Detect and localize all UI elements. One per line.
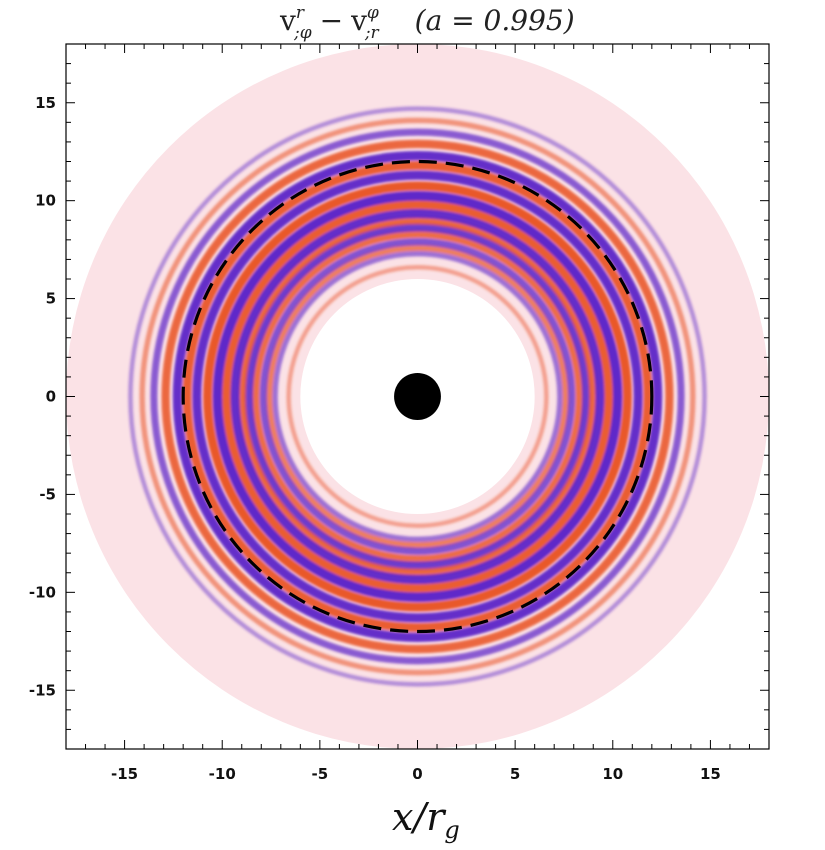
title-term2-base: v [350,4,367,37]
y-tick-label: 15 [35,94,56,112]
field-band [221,200,614,593]
y-tick-labels: 15 10 5 0 -5 -10 -15 [29,94,56,700]
x-tick-labels: -15 -10 -5 0 5 10 15 [111,765,721,783]
y-tick-label: 0 [46,388,56,406]
x-tick-label: 15 [700,765,721,783]
field-band [192,170,643,623]
title-minus: − [320,4,343,37]
field-band [161,139,674,654]
field-band [139,117,696,676]
title-term2-sup: φ [367,3,379,23]
y-tick-label: -15 [29,681,56,699]
x-tick-label: 5 [510,765,520,783]
field-band [286,265,549,528]
field-band [203,181,632,612]
black-hole [394,373,441,420]
title-term2-sub: ;r [364,23,380,43]
x-tick-label: 0 [412,765,422,783]
title-term1-sup: r [296,3,305,23]
y-tick-label: -5 [39,485,56,503]
x-tick-label: 10 [602,765,623,783]
x-axis-label-sub: g [444,816,459,844]
y-tick-label: 10 [35,192,56,210]
x-tick-label: -15 [111,765,138,783]
overlays [181,159,654,634]
plot-area [66,44,769,749]
chart-title: vr ;φ − vφ ;r (a = 0.995) [279,3,575,43]
title-annotation: (a = 0.995) [415,4,575,37]
title-term1-base: v [279,4,296,37]
x-tick-label: -10 [209,765,236,783]
x-tick-label: -5 [312,765,329,783]
field-band [172,151,663,642]
field-band [230,208,605,585]
field-bands [128,106,707,687]
axis-ticks [65,43,770,750]
title-term1-sub: ;φ [293,23,312,43]
reference-circle [181,159,654,634]
field-band [265,244,570,549]
field-band [212,191,623,602]
y-tick-label: 5 [46,290,56,308]
field-band [251,230,584,563]
field-band [244,222,591,571]
field-band [237,216,598,577]
field-band [182,161,653,632]
field-band [259,238,576,555]
field-band [150,128,685,665]
y-tick-label: -10 [29,583,56,601]
field-band [272,250,563,543]
x-axis-label: x/rg [392,795,460,844]
field-band [128,106,707,687]
x-axis-label-main: x/r [392,795,447,839]
